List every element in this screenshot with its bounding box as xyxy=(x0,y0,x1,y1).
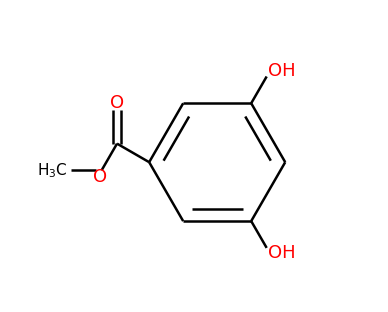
Text: O: O xyxy=(93,168,107,186)
Text: OH: OH xyxy=(268,244,296,262)
Text: H$_3$C: H$_3$C xyxy=(38,161,68,180)
Text: O: O xyxy=(110,94,124,112)
Text: OH: OH xyxy=(268,62,296,80)
